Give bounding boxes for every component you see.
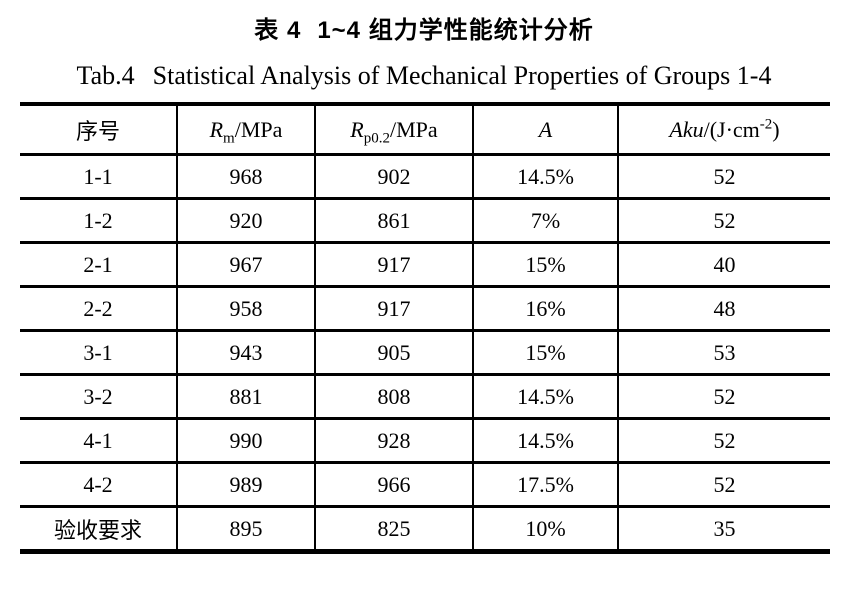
aku-unit-post: ): [772, 116, 780, 142]
table-row: 3-2 881 808 14.5% 52: [20, 373, 830, 420]
elongation-symbol: A: [538, 116, 553, 142]
cell-serial: 2-2: [20, 285, 178, 332]
cell-aku: 52: [617, 153, 830, 200]
cell-rp02: 861: [314, 197, 474, 244]
cell-serial: 3-1: [20, 329, 178, 376]
table-row: 3-1 943 905 15% 53: [20, 329, 830, 376]
col-header-aku: Aku/(J·cm-2): [617, 102, 830, 156]
cell-elongation: 15%: [472, 329, 619, 376]
cell-rp02: 905: [314, 329, 474, 376]
col-header-rm: Rm/MPa: [176, 102, 316, 156]
table-title-english: Tab.4 Statistical Analysis of Mechanical …: [0, 61, 848, 91]
cell-rm: 943: [176, 329, 316, 376]
table-number-en: Tab.4: [76, 61, 135, 90]
cell-aku: 52: [617, 197, 830, 244]
cell-serial: 3-2: [20, 373, 178, 420]
cell-rm: 968: [176, 153, 316, 200]
cell-elongation: 16%: [472, 285, 619, 332]
cell-rp02: 808: [314, 373, 474, 420]
cell-elongation: 17.5%: [472, 461, 619, 508]
cell-serial: 4-2: [20, 461, 178, 508]
table-header-row: 序号 Rm/MPa Rp0.2/MPa A Aku/(J·cm-2): [20, 102, 830, 156]
cell-aku: 35: [617, 505, 830, 553]
cell-elongation: 14.5%: [472, 153, 619, 200]
rm-subscript: m: [223, 129, 235, 146]
cell-rm: 989: [176, 461, 316, 508]
cell-serial: 1-1: [20, 153, 178, 200]
cell-aku: 40: [617, 241, 830, 288]
cell-rp02: 917: [314, 285, 474, 332]
cell-serial: 4-1: [20, 417, 178, 464]
aku-unit-pre: /(J·cm: [703, 116, 760, 142]
table-row-acceptance: 验收要求 895 825 10% 35: [20, 505, 830, 553]
cell-elongation: 7%: [472, 197, 619, 244]
table-title-zh-text: 1~4 组力学性能统计分析: [317, 17, 594, 44]
col-header-rp02: Rp0.2/MPa: [314, 102, 474, 156]
cell-serial: 1-2: [20, 197, 178, 244]
cell-elongation: 10%: [472, 505, 619, 553]
table-number-zh: 表 4: [254, 17, 302, 44]
rm-unit: /MPa: [234, 116, 283, 142]
cell-aku: 48: [617, 285, 830, 332]
col-header-serial: 序号: [20, 102, 178, 156]
rm-symbol: R: [209, 116, 224, 142]
rp02-subscript: p0.2: [363, 129, 390, 146]
aku-exponent: -2: [759, 116, 773, 133]
cell-rm: 967: [176, 241, 316, 288]
cell-rm: 895: [176, 505, 316, 553]
cell-aku: 52: [617, 373, 830, 420]
rp02-symbol: R: [350, 116, 364, 142]
cell-elongation: 15%: [472, 241, 619, 288]
cell-rp02: 917: [314, 241, 474, 288]
cell-rp02: 928: [314, 417, 474, 464]
cell-aku: 52: [617, 461, 830, 508]
table-row: 4-2 989 966 17.5% 52: [20, 461, 830, 508]
cell-serial: 验收要求: [20, 505, 178, 553]
aku-symbol: Aku: [669, 116, 704, 142]
cell-rm: 881: [176, 373, 316, 420]
table-row: 2-1 967 917 15% 40: [20, 241, 830, 288]
cell-aku: 52: [617, 417, 830, 464]
cell-rm: 990: [176, 417, 316, 464]
table-row: 2-2 958 917 16% 48: [20, 285, 830, 332]
table-row: 4-1 990 928 14.5% 52: [20, 417, 830, 464]
table-row: 1-1 968 902 14.5% 52: [20, 153, 830, 200]
cell-rp02: 966: [314, 461, 474, 508]
table-title-chinese: 表 4 1~4 组力学性能统计分析: [0, 10, 848, 45]
cell-rm: 920: [176, 197, 316, 244]
rp02-unit: /MPa: [390, 116, 438, 142]
table-title-en-text: Statistical Analysis of Mechanical Prope…: [152, 61, 772, 90]
cell-serial: 2-1: [20, 241, 178, 288]
cell-elongation: 14.5%: [472, 373, 619, 420]
cell-rp02: 825: [314, 505, 474, 553]
cell-rp02: 902: [314, 153, 474, 200]
cell-rm: 958: [176, 285, 316, 332]
table-row: 1-2 920 861 7% 52: [20, 197, 830, 244]
serial-header-label: 序号: [75, 118, 120, 144]
cell-aku: 53: [617, 329, 830, 376]
cell-elongation: 14.5%: [472, 417, 619, 464]
col-header-elongation: A: [472, 102, 619, 156]
mechanical-properties-table: 序号 Rm/MPa Rp0.2/MPa A Aku/(J·cm-2) 1-1 9…: [20, 102, 830, 554]
